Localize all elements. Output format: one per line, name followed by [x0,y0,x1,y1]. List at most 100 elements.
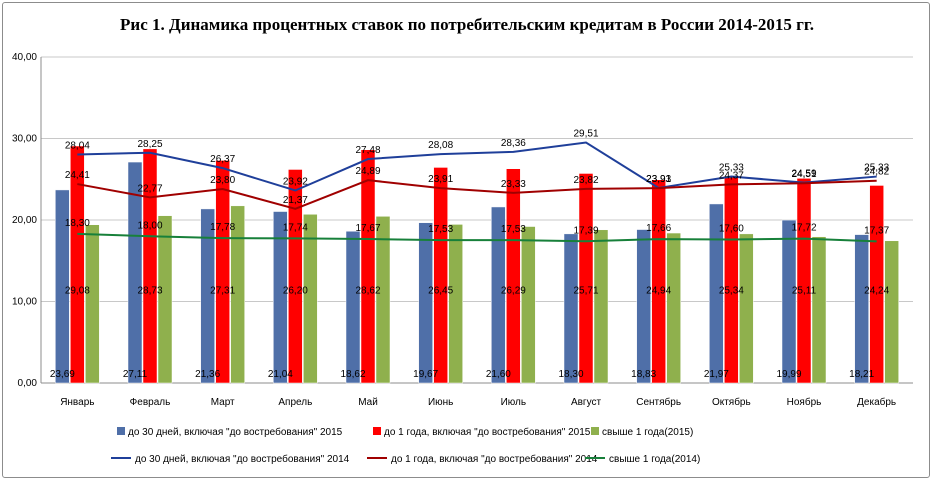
bar [215,160,230,384]
y-tick-label: 30,00 [12,134,37,145]
legend-swatch [373,427,381,435]
series-line [77,179,877,210]
y-tick-label: 0,00 [18,378,38,389]
data-label: 18,62 [340,369,365,380]
data-label: 17,53 [428,224,453,235]
data-label: 17,66 [646,223,671,234]
data-label: 17,78 [210,222,235,233]
series-line [77,232,877,243]
bar [303,214,318,384]
bar [636,229,651,384]
data-label: 25,34 [719,285,744,296]
data-label: 18,30 [65,218,90,229]
bar [418,222,433,384]
x-tick-label: Апрель [278,397,312,408]
data-label: 21,97 [704,369,729,380]
data-label: 19,99 [776,369,801,380]
bar [709,203,724,384]
bar [869,185,884,384]
x-tick-label: Март [211,397,235,408]
bar [651,179,666,384]
data-label: 23,33 [501,179,526,190]
data-label: 17,39 [573,225,598,236]
bar [666,232,681,384]
bar [811,236,827,384]
data-label: 17,74 [283,222,308,233]
data-label: 24,89 [355,166,380,177]
bar [55,189,70,384]
legend-entry: до 1 года, включая "до востребования" 20… [391,453,598,465]
bar [884,240,899,384]
data-label: 24,41 [65,170,90,181]
data-label: 22,77 [137,183,162,194]
chart-title: Рис 1. Динамика процентных ставок по пот… [120,15,814,34]
bar [142,148,158,384]
bar [157,215,173,384]
data-label: 25,71 [573,285,598,296]
bar [563,233,579,384]
bar [200,208,215,384]
bar [273,211,288,384]
data-label: 25,11 [792,285,817,296]
data-label: 27,11 [123,369,148,380]
bar [491,206,506,384]
data-label: 28,08 [428,140,453,151]
x-tick-label: Июль [501,397,527,408]
data-label: 29,51 [573,128,598,139]
data-label: 26,29 [501,285,526,296]
data-label: 18,83 [631,369,656,380]
bar [506,168,521,384]
bar [593,229,609,384]
bar [448,224,463,384]
data-label: 24,24 [864,285,889,296]
legend-entry: свыше 1 года(2014) [609,454,700,465]
data-label: 25,33 [864,163,889,174]
data-label: 24,94 [646,285,671,296]
bar [739,233,754,384]
bar [230,205,245,384]
data-label: 23,69 [50,369,75,380]
data-label: 29,08 [65,285,90,296]
data-label: 26,20 [283,285,308,296]
data-label: 24,59 [791,169,816,180]
x-tick-label: Май [358,397,378,408]
data-label: 28,25 [137,139,162,150]
bar [781,219,797,384]
data-label: 18,30 [558,369,583,380]
data-label: 23,91 [428,174,453,185]
data-label: 25,33 [719,163,744,174]
data-label: 17,37 [864,225,889,236]
data-label: 18,00 [137,220,162,231]
data-label: 17,72 [791,223,816,234]
data-label: 17,60 [719,224,744,235]
data-label: 28,62 [355,285,380,296]
chart-canvas: 0,00 10,00 20,00 30,00 40,00 Январь Февраль Мар… [12,52,913,465]
bar [345,230,361,384]
data-label: 24,82 [864,167,889,178]
data-label: 21,60 [486,369,511,380]
data-label: 24,37 [719,170,744,181]
data-label: 18,21 [849,369,874,380]
bar [85,224,100,384]
legend-entry: до 30 дней, включая "до востребования" 2… [135,453,350,465]
data-label: 28,73 [137,285,162,296]
y-tick-label: 20,00 [12,215,37,226]
legend-entry: до 1 года, включая "до востребования" 20… [384,426,591,438]
data-label: 21,37 [283,195,308,206]
x-tick-label: Июнь [428,397,453,408]
data-label: 26,45 [428,285,453,296]
x-tick-label: Октябрь [712,396,751,408]
bar [288,169,303,384]
bar [360,149,376,384]
x-tick-label: Январь [60,397,94,408]
bar [854,234,869,384]
legend-swatch [591,427,599,435]
data-label: 23,80 [210,175,235,186]
legend-entry: до 30 дней, включая "до востребования" 2… [128,426,343,438]
data-label: 23,92 [283,176,308,187]
series-line [77,141,877,192]
bar [433,167,448,384]
bar [127,161,143,384]
bar [521,226,536,384]
y-tick-label: 40,00 [12,52,37,63]
